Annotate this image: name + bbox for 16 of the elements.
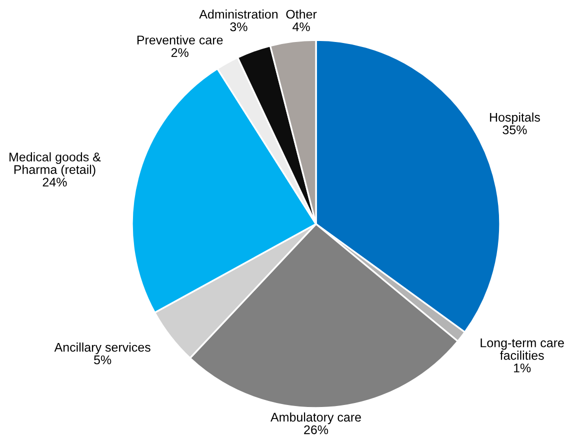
data-label: 1%: [514, 364, 531, 372]
slice-label: Ambulatory care: [270, 412, 361, 424]
slice-label: Medical goods & Pharma (retail): [10, 152, 101, 176]
data-label: 4%: [292, 22, 310, 32]
data-label: 2%: [171, 48, 188, 57]
slice-label: Hospitals: [490, 112, 540, 124]
data-label: 26%: [304, 425, 328, 434]
slice-label: Other: [286, 9, 317, 19]
data-label: 3%: [230, 22, 248, 32]
data-label: 24%: [42, 178, 67, 187]
data-label: 35%: [502, 125, 527, 134]
slice-label: Long-term care facilities: [480, 338, 564, 360]
slice-label: Ancillary services: [54, 342, 150, 354]
data-label: 5%: [94, 355, 112, 364]
slice-label: Administration: [199, 9, 278, 19]
slice-label: Preventive care: [137, 35, 223, 44]
